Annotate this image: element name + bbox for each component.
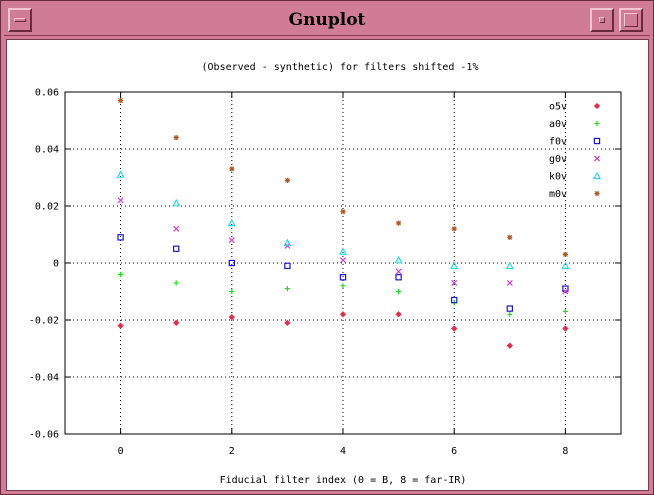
data-point-o5v <box>117 322 124 329</box>
data-point-m0v <box>284 177 290 183</box>
data-point-f0v <box>451 296 458 304</box>
data-point-k0v <box>450 261 459 269</box>
data-point-g0v <box>562 288 569 295</box>
data-point-g0v <box>173 225 180 232</box>
data-point-m0v <box>396 220 402 226</box>
data-point-g0v <box>451 279 458 286</box>
scatter-chart: (Observed - synthetic) for filters shift… <box>29 62 622 486</box>
data-point-m0v <box>340 209 346 215</box>
data-point-f0v <box>395 274 402 281</box>
data-point-g0v <box>228 237 235 244</box>
chart-title: (Observed - synthetic) for filters shift… <box>202 62 479 73</box>
x-tick-label: 0 <box>118 446 124 457</box>
legend-marker-o5v <box>593 102 601 110</box>
data-point-g0v <box>117 197 124 204</box>
data-point-g0v <box>339 257 347 264</box>
legend-label-g0v: g0v <box>549 154 567 165</box>
legend-label-m0v: m0v <box>549 189 567 200</box>
y-tick-label: -0.04 <box>29 373 59 384</box>
legend-label-f0v: f0v <box>549 137 567 148</box>
legend-label-o5v: o5v <box>549 102 567 113</box>
data-point-a0v <box>507 311 513 317</box>
data-point-o5v <box>284 319 291 327</box>
data-point-f0v <box>339 274 347 281</box>
data-point-m0v <box>451 226 457 232</box>
legend-marker-f0v <box>593 137 601 145</box>
maximize-icon[interactable] <box>619 8 643 32</box>
x-axis-label: Fiducial filter index (0 = B, 8 = far-IR… <box>220 475 467 486</box>
data-point-g0v <box>506 279 513 286</box>
data-point-k0v <box>561 261 570 269</box>
data-point-f0v <box>506 305 514 312</box>
window-title: Gnuplot <box>288 10 366 30</box>
data-point-a0v <box>118 271 124 277</box>
x-tick-label: 8 <box>562 446 568 457</box>
data-point-o5v <box>339 311 347 318</box>
data-point-g0v <box>395 268 402 275</box>
data-point-m0v <box>507 234 513 240</box>
x-tick-label: 6 <box>451 446 457 457</box>
data-point-m0v <box>229 166 235 172</box>
data-point-m0v <box>118 97 124 104</box>
data-point-a0v <box>229 288 235 295</box>
data-point-f0v <box>228 259 235 267</box>
legend-marker-a0v <box>594 120 600 127</box>
data-point-k0v <box>505 261 514 269</box>
data-point-k0v <box>116 170 125 178</box>
legend-marker-m0v <box>594 190 600 197</box>
y-tick-label: -0.02 <box>29 316 59 327</box>
data-point-o5v <box>228 313 235 321</box>
data-point-a0v <box>562 308 568 315</box>
data-point-o5v <box>562 325 569 332</box>
y-tick-label: -0.06 <box>29 430 59 441</box>
y-tick-label: 0 <box>53 259 59 270</box>
data-point-o5v <box>451 325 458 332</box>
data-point-a0v <box>340 283 346 289</box>
data-point-a0v <box>396 288 402 295</box>
data-point-f0v <box>284 262 291 270</box>
window-menu-icon[interactable] <box>8 8 32 32</box>
legend-marker-g0v <box>593 155 601 162</box>
legend-label-a0v: a0v <box>549 119 567 130</box>
data-point-a0v <box>284 286 290 292</box>
title-bar[interactable]: Gnuplot <box>4 4 650 36</box>
data-point-k0v <box>227 218 236 227</box>
data-point-f0v <box>117 234 124 241</box>
minimize-icon[interactable] <box>590 8 614 32</box>
x-tick-label: 4 <box>340 446 346 457</box>
data-point-k0v <box>338 247 348 255</box>
data-point-o5v <box>506 342 513 349</box>
data-point-k0v <box>283 238 292 247</box>
data-point-f0v <box>173 245 180 252</box>
y-tick-label: 0.06 <box>35 88 59 99</box>
data-point-m0v <box>562 251 568 258</box>
y-tick-label: 0.04 <box>35 145 59 156</box>
data-point-o5v <box>173 319 180 327</box>
data-point-m0v <box>173 135 179 141</box>
data-point-a0v <box>173 280 179 286</box>
y-tick-label: 0.02 <box>35 202 59 213</box>
plot-area: (Observed - synthetic) for filters shift… <box>6 39 649 491</box>
legend-label-k0v: k0v <box>549 172 567 183</box>
data-point-k0v <box>172 198 181 207</box>
legend-marker-k0v <box>592 171 602 180</box>
data-point-k0v <box>394 255 403 264</box>
data-point-o5v <box>395 311 402 318</box>
x-tick-label: 2 <box>229 446 235 457</box>
